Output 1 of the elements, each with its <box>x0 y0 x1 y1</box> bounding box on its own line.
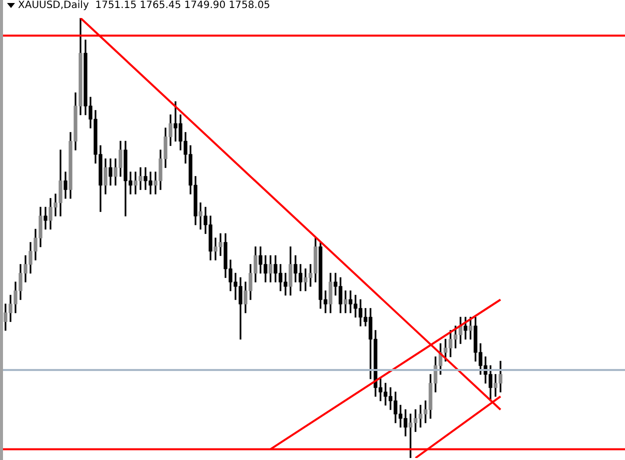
chart-title: XAUUSD,Daily 1751.15 1765.45 1749.90 1758.05 <box>18 0 270 11</box>
